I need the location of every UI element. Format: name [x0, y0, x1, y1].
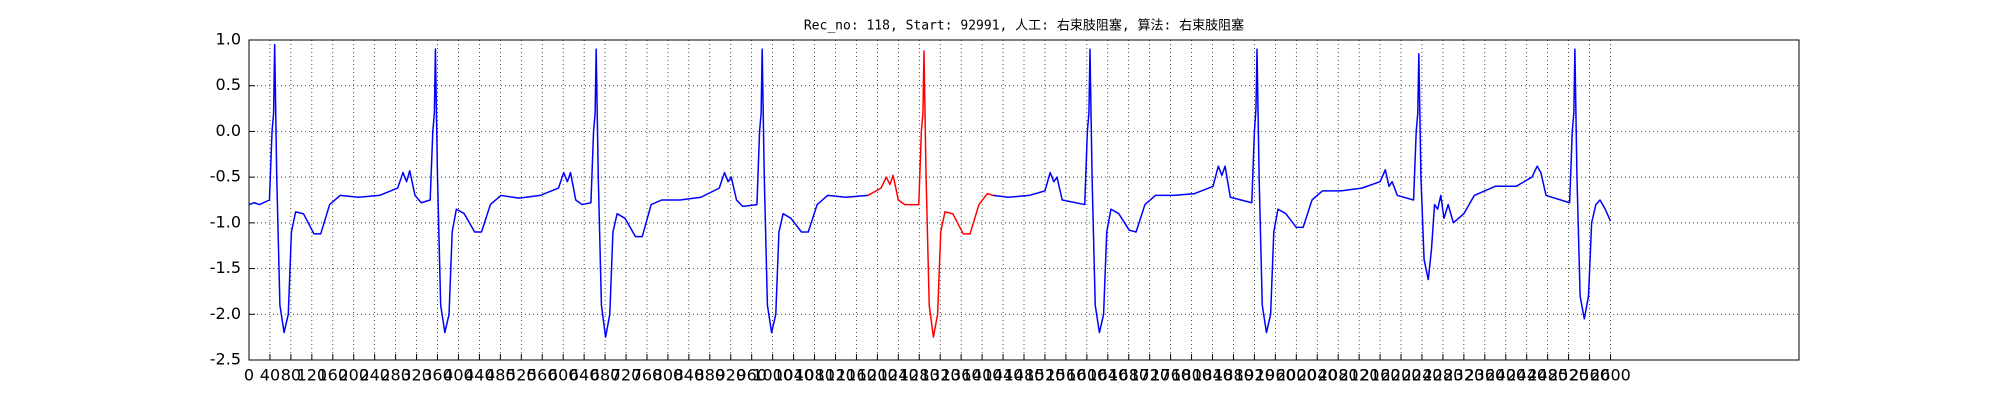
x-tick-label: 520	[506, 366, 537, 385]
x-tick-label: 1160	[836, 366, 877, 385]
x-tick-label: 0	[244, 366, 254, 385]
x-tick-label: 1200	[857, 366, 898, 385]
x-tick-label: 1880	[1213, 366, 1254, 385]
x-tick-label: 1960	[1255, 366, 1296, 385]
x-tick-label: 720	[611, 366, 642, 385]
x-tick-label: 2080	[1318, 366, 1359, 385]
x-tick-label: 2120	[1339, 366, 1380, 385]
x-tick-label: 1240	[878, 366, 919, 385]
x-tick-label: 2520	[1548, 366, 1589, 385]
x-tick-label: 1480	[1004, 366, 1045, 385]
x-tick-label: 760	[632, 366, 663, 385]
x-tick-label: 360	[422, 366, 453, 385]
x-tick-label: 320	[401, 366, 432, 385]
x-tick-label: 280	[380, 366, 411, 385]
x-tick-label: 920	[715, 366, 746, 385]
x-tick-label: 400	[443, 366, 474, 385]
x-tick-label: 2600	[1590, 366, 1631, 385]
x-tick-label: 960	[736, 366, 767, 385]
x-tick-label: 1920	[1234, 366, 1275, 385]
x-tick-label: 1560	[1046, 366, 1087, 385]
y-tick-label: -2.5	[210, 350, 241, 369]
ecg-line	[867, 50, 994, 338]
x-tick-label: 2200	[1381, 366, 1422, 385]
x-tick-label: 2280	[1423, 366, 1464, 385]
x-tick-label: 1360	[941, 366, 982, 385]
x-tick-label: 1760	[1150, 366, 1191, 385]
ecg-line	[248, 43, 1612, 338]
y-tick-label: -1.5	[210, 258, 241, 277]
x-tick-label: 680	[590, 366, 621, 385]
x-tick-label: 160	[318, 366, 349, 385]
x-tick-label: 800	[653, 366, 684, 385]
x-tick-label: 1080	[794, 366, 835, 385]
x-tick-label: 200	[338, 366, 369, 385]
x-tick-label: 120	[297, 366, 328, 385]
x-tick-label: 2000	[1276, 366, 1317, 385]
x-tick-label: 2360	[1464, 366, 1505, 385]
x-tick-label: 1320	[920, 366, 961, 385]
plot-frame	[248, 39, 1800, 361]
chart-title: Rec_no: 118, Start: 92991, 人工: 右束肢阻塞, 算法…	[804, 18, 1244, 34]
x-tick-label: 2480	[1527, 366, 1568, 385]
x-tick-label: 2160	[1360, 366, 1401, 385]
x-tick-label: 80	[281, 366, 301, 385]
x-tick-label: 1440	[983, 366, 1024, 385]
y-tick-label: -0.5	[210, 167, 241, 186]
x-tick-label: 1280	[899, 366, 940, 385]
y-tick-label: 0.0	[216, 121, 241, 140]
x-tick-label: 1680	[1108, 366, 1149, 385]
x-tick-label: 1040	[773, 366, 814, 385]
x-tick-label: 1120	[815, 366, 856, 385]
x-tick-label: 480	[485, 366, 516, 385]
y-tick-label: 0.5	[216, 75, 241, 94]
x-tick-label: 640	[569, 366, 600, 385]
x-tick-label: 2400	[1485, 366, 1526, 385]
x-tick-label: 560	[527, 366, 558, 385]
y-tick-label: 1.0	[216, 30, 241, 49]
x-tick-label: 440	[464, 366, 495, 385]
x-tick-label: 1640	[1087, 366, 1128, 385]
x-tick-label: 2240	[1402, 366, 1443, 385]
y-tick-label: -2.0	[210, 304, 241, 323]
x-tick-label: 1720	[1129, 366, 1170, 385]
y-tick-label: -1.0	[210, 212, 241, 231]
x-tick-label: 40	[260, 366, 280, 385]
x-tick-label: 840	[674, 366, 705, 385]
x-tick-label: 2040	[1297, 366, 1338, 385]
x-tick-label: 880	[695, 366, 726, 385]
x-tick-label: 1520	[1025, 366, 1066, 385]
x-tick-label: 1800	[1171, 366, 1212, 385]
x-tick-label: 1000	[752, 366, 793, 385]
x-tick-label: 2560	[1569, 366, 1610, 385]
x-tick-label: 1600	[1066, 366, 1107, 385]
x-tick-label: 240	[359, 366, 390, 385]
x-tick-label: 1840	[1192, 366, 1233, 385]
x-tick-label: 600	[548, 366, 579, 385]
x-tick-label: 2440	[1506, 366, 1547, 385]
x-tick-label: 2320	[1444, 366, 1485, 385]
x-tick-label: 1400	[962, 366, 1003, 385]
